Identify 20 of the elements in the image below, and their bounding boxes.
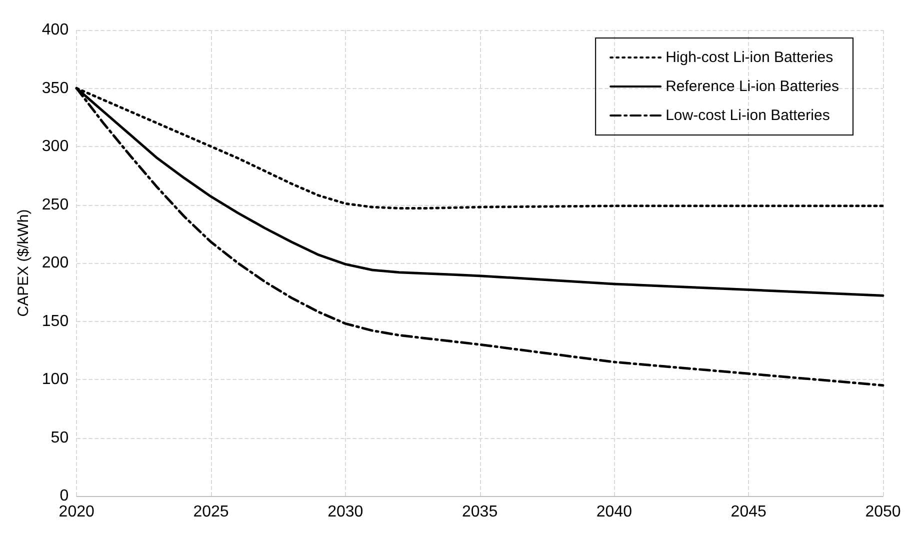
y-tick-label: 0 (60, 488, 69, 504)
y-axis-title: CAPEX ($/kWh) (15, 209, 32, 317)
x-tick-label: 2025 (193, 504, 229, 520)
legend-label: High-cost Li-ion Batteries (666, 49, 834, 66)
y-tick-label: 250 (42, 196, 69, 214)
legend-label: Reference Li-ion Batteries (666, 78, 840, 95)
x-tick-label: 2050 (865, 504, 901, 520)
y-tick-label: 350 (42, 80, 69, 97)
x-tick-label: 2035 (462, 504, 498, 520)
y-tick-label: 100 (42, 371, 69, 388)
y-tick-label: 200 (42, 254, 69, 272)
y-tick-label: 50 (50, 429, 69, 446)
y-tick-label: 150 (42, 312, 69, 330)
x-tick-label: 2040 (596, 504, 632, 520)
y-tick-label: 400 (42, 22, 69, 38)
legend-label: Low-cost Li-ion Batteries (666, 107, 830, 124)
y-tick-label: 300 (42, 138, 69, 155)
x-tick-label: 2045 (730, 504, 766, 520)
x-tick-label: 2030 (328, 504, 364, 520)
x-tick-label: 2020 (58, 504, 94, 520)
